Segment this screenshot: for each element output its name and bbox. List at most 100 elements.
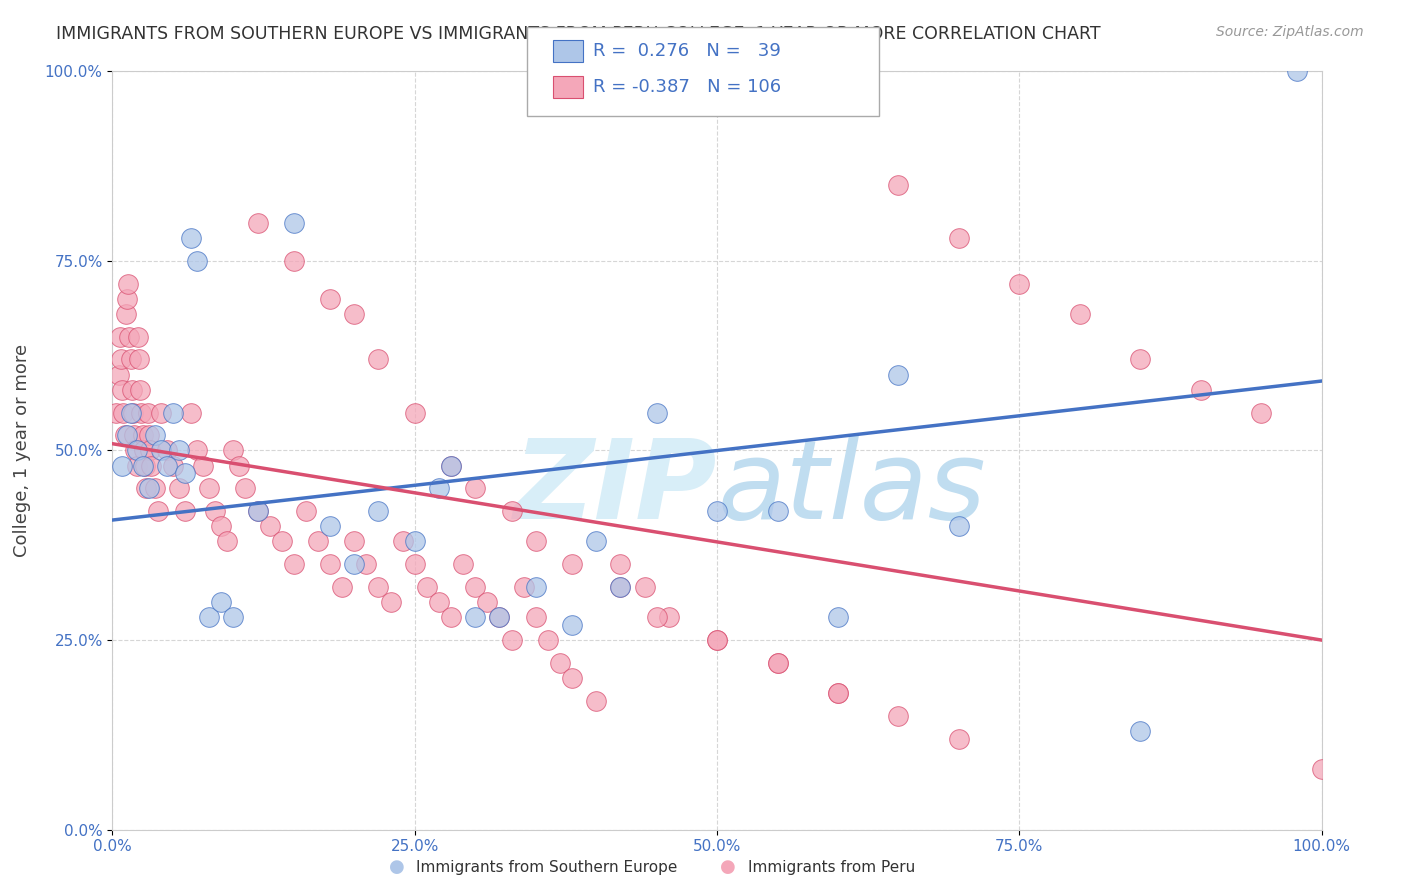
Point <box>319 519 342 533</box>
Point <box>706 504 728 518</box>
Point <box>501 504 523 518</box>
Point <box>356 557 378 572</box>
Point <box>156 443 179 458</box>
Point <box>367 504 389 518</box>
Point <box>186 443 208 458</box>
Point <box>464 482 486 496</box>
Point <box>330 580 353 594</box>
Point <box>115 428 138 442</box>
Point <box>561 557 583 572</box>
Point <box>367 580 389 594</box>
Point <box>440 458 463 473</box>
Point <box>132 458 155 473</box>
Point <box>180 231 202 245</box>
Point <box>464 580 486 594</box>
Point <box>343 557 366 572</box>
Point <box>645 405 668 420</box>
Point <box>706 633 728 648</box>
Point <box>887 708 910 723</box>
Point <box>391 534 413 549</box>
Point <box>120 352 142 367</box>
Point <box>132 428 155 442</box>
Point <box>259 519 281 533</box>
Point <box>645 610 668 624</box>
Point <box>122 428 145 442</box>
Point <box>141 458 163 473</box>
Text: IMMIGRANTS FROM SOUTHERN EUROPE VS IMMIGRANTS FROM PERU COLLEGE, 1 YEAR OR MORE : IMMIGRANTS FROM SOUTHERN EUROPE VS IMMIG… <box>56 25 1101 43</box>
Point <box>464 610 486 624</box>
Point <box>191 458 215 473</box>
Point <box>948 731 970 746</box>
Point <box>706 633 728 648</box>
Point <box>228 458 250 473</box>
Point <box>404 557 426 572</box>
Point <box>138 482 160 496</box>
Point <box>343 534 366 549</box>
Point <box>887 178 910 193</box>
Point <box>108 330 131 344</box>
Point <box>129 383 152 397</box>
Point <box>107 368 129 382</box>
Point <box>1008 277 1031 291</box>
Point <box>235 482 257 496</box>
Point <box>416 580 439 594</box>
Point <box>427 482 450 496</box>
Point <box>537 633 560 648</box>
Point <box>180 405 202 420</box>
Point <box>198 610 221 624</box>
Point <box>121 383 143 397</box>
Point <box>827 686 849 700</box>
Point <box>246 504 269 518</box>
Point <box>105 405 128 420</box>
Point <box>149 405 172 420</box>
Point <box>111 458 134 473</box>
Point <box>186 253 208 268</box>
Point <box>561 671 583 685</box>
Point <box>283 253 305 268</box>
Point <box>127 330 149 344</box>
Point <box>609 557 631 572</box>
Point <box>343 307 366 321</box>
Point <box>118 330 141 344</box>
Point <box>246 504 269 518</box>
Point <box>167 482 190 496</box>
Point <box>524 580 547 594</box>
Point <box>512 580 534 594</box>
Point <box>658 610 681 624</box>
Point <box>319 292 342 306</box>
Point <box>138 428 160 442</box>
Point <box>148 504 170 518</box>
Point <box>440 458 463 473</box>
Point <box>501 633 523 648</box>
Point <box>174 504 197 518</box>
Point <box>162 405 184 420</box>
Point <box>132 443 155 458</box>
Point <box>1250 405 1272 420</box>
Point <box>111 383 134 397</box>
Point <box>609 580 631 594</box>
Point <box>609 580 631 594</box>
Point <box>766 504 789 518</box>
Point <box>110 352 132 367</box>
Point <box>766 656 789 670</box>
Text: ZIP: ZIP <box>513 435 717 541</box>
Point <box>548 656 571 670</box>
Point <box>283 557 305 572</box>
Point <box>270 534 292 549</box>
Point <box>209 519 232 533</box>
Point <box>125 458 148 473</box>
Point <box>162 458 184 473</box>
Point <box>367 352 389 367</box>
Point <box>143 428 166 442</box>
Point <box>139 443 162 458</box>
Text: Immigrants from Peru: Immigrants from Peru <box>748 860 915 874</box>
Point <box>114 428 136 442</box>
Point <box>134 458 156 473</box>
Point <box>112 405 135 420</box>
Point <box>136 405 159 420</box>
Text: atlas: atlas <box>717 435 986 541</box>
Point <box>1286 64 1309 78</box>
Point <box>827 686 849 700</box>
Point <box>766 656 789 670</box>
Point <box>887 368 910 382</box>
